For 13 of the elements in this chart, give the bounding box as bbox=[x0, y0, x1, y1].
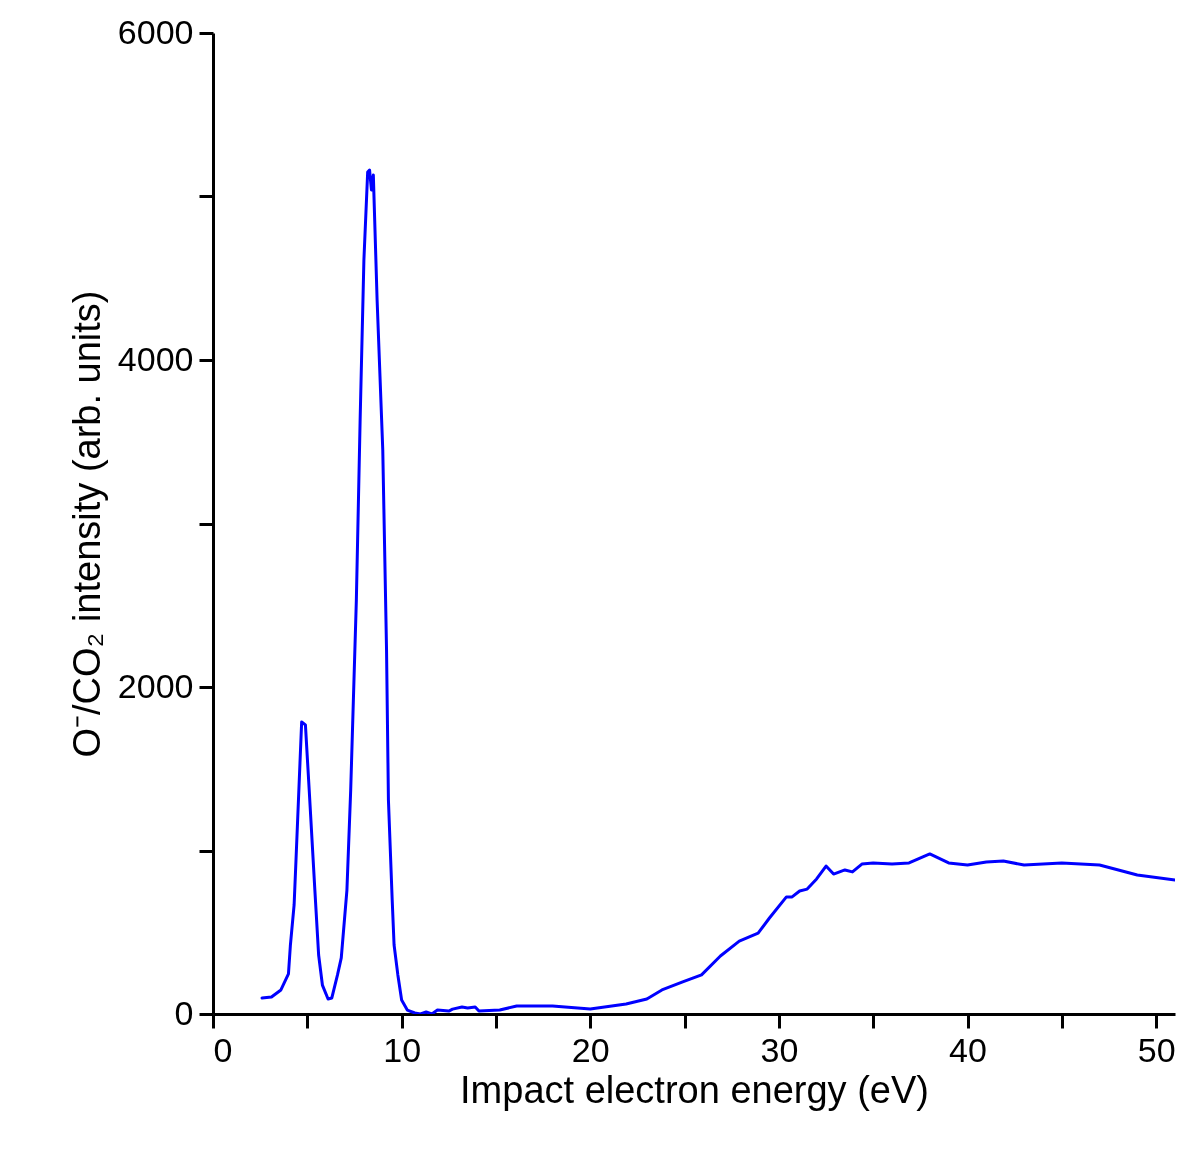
x-tick-label: 50 bbox=[1137, 1030, 1176, 1069]
y-tick-label: 4000 bbox=[117, 339, 194, 378]
y-tick-label: 2000 bbox=[117, 666, 194, 705]
line-series bbox=[260, 168, 1175, 1014]
x-tick-label: 40 bbox=[949, 1030, 987, 1069]
y-axis-title: O⁻/CO₂ intensity (arb. units) bbox=[65, 290, 108, 758]
x-axis-title: Impact electron energy (eV) bbox=[460, 1068, 929, 1111]
x-tick-label: 30 bbox=[760, 1030, 799, 1069]
x-tick-label: 0 bbox=[213, 1030, 233, 1069]
y-tick-label: 6000 bbox=[117, 12, 194, 51]
x-tick-label: 10 bbox=[383, 1030, 422, 1069]
x-tick-label: 20 bbox=[571, 1030, 610, 1069]
y-tick-label: 0 bbox=[174, 993, 194, 1032]
